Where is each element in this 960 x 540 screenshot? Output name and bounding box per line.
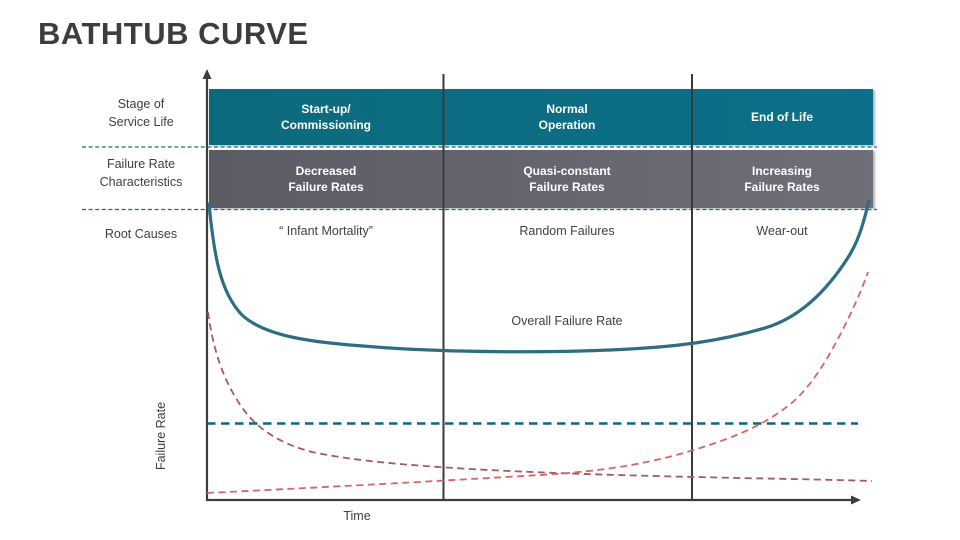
root-cause-random-failures: Random Failures [519, 224, 615, 238]
root-cause-wear-out: Wear-out [756, 224, 808, 238]
row-label-stage-of-service-life: Stage of Service Life [108, 97, 174, 129]
characteristic-cell-increasing: Increasing Failure Rates [744, 163, 820, 195]
stage-band: Start-up/ Commissioning Normal Operation… [209, 89, 873, 145]
stage-cell-startup: Start-up/ Commissioning [280, 101, 371, 133]
wearout-failure-rate-curve [206, 271, 869, 494]
x-axis-arrow-icon [851, 495, 861, 505]
row-label-failure-rate-characteristics: Failure Rate Characteristics [99, 157, 183, 189]
characteristic-cell-decreased: Decreased Failure Rates [288, 163, 364, 195]
root-cause-infant-mortality: “ Infant Mortality” [279, 224, 373, 238]
characteristics-band: Decreased Failure Rates Quasi-constant F… [209, 150, 873, 208]
y-axis-label: Failure Rate [154, 401, 168, 471]
row-label-root-causes: Root Causes [104, 227, 178, 241]
characteristic-cell-quasi-constant: Quasi-constant Failure Rates [523, 163, 611, 195]
early-failure-rate-curve [207, 311, 873, 482]
stage-cell-normal-operation: Normal Operation [538, 101, 596, 133]
page-title: BATHTUB CURVE [38, 16, 309, 51]
overall-failure-rate-label: Overall Failure Rate [511, 314, 623, 328]
stage-cell-end-of-life: End of Life [751, 109, 813, 124]
root-causes-row: “ Infant Mortality” Random Failures Wear… [209, 224, 873, 239]
y-axis-arrow-icon [202, 69, 212, 79]
x-axis-label: Time [343, 509, 371, 523]
